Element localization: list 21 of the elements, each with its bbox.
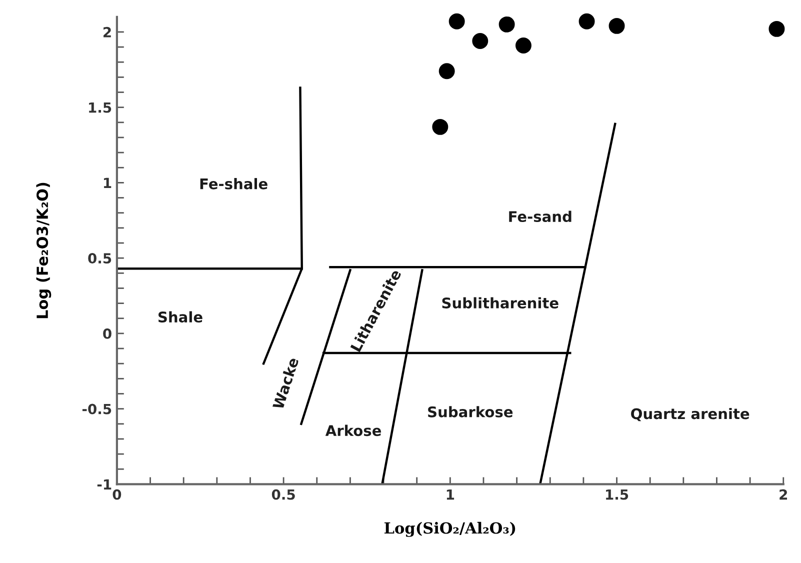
y-tick-label: 1.5 [89,102,112,113]
annotation: Sublitharenite [442,297,558,309]
y-tick-label: 2 [104,26,111,38]
y-tick-label: -1 [97,479,112,490]
x-tick-label: 1.5 [606,489,628,500]
x-axis-title: Log(SiO₂/Al₂O₃) [384,522,516,537]
annotation: Fe-sand [509,210,572,222]
x-tick-label: 0 [112,489,122,500]
annotation: Arkose [325,424,382,436]
y-tick-label: 0.5 [88,253,112,264]
x-tick-label: 0.5 [272,489,295,500]
y-tick-label: -0.5 [82,404,112,414]
y-tick-label: 1 [104,178,112,188]
annotation: Fe-shale [200,178,268,190]
annotation: Subarkose [428,406,513,418]
annotation: Quartz arenite [631,408,750,422]
x-tick-label: 1 [446,489,454,500]
y-tick-label: 0 [103,328,112,339]
y-axis-title: Log (Fe₂O3/K₂O) [36,182,52,318]
x-tick-label: 2 [780,489,788,500]
annotation: Shale [158,311,202,323]
